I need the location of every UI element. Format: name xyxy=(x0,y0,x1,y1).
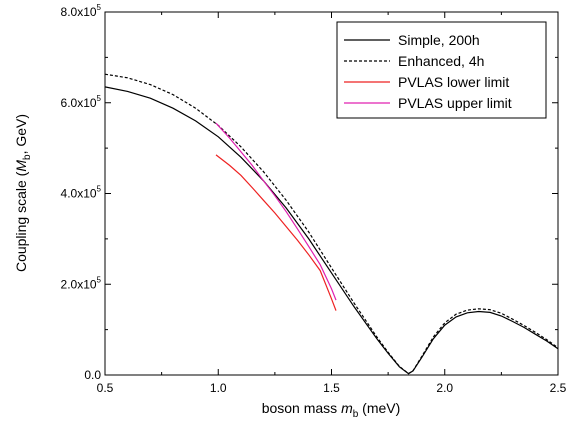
series-lines xyxy=(104,73,559,375)
y-tick-label: 8.0x105 xyxy=(61,3,102,19)
y-axis-label-prefix: Coupling scale ( xyxy=(13,171,29,272)
axis-ticks: 0.5 1.0 1.5 2.0 2.50.02.0x1054.0x1056.0x1058… xyxy=(61,3,567,395)
legend-label: Enhanced, 4h xyxy=(398,53,484,69)
x-axis-label-var: m xyxy=(341,400,353,416)
y-tick-label-exponent: 5 xyxy=(97,3,102,12)
series-line-1 xyxy=(104,86,559,375)
legend-label: PVLAS upper limit xyxy=(398,95,512,111)
series-line-2 xyxy=(104,73,559,375)
x-tick-label: 2.0 xyxy=(436,381,453,395)
legend-box xyxy=(336,21,547,119)
y-tick-label: 4.0x105 xyxy=(61,185,102,201)
x-axis-label-prefix: boson mass xyxy=(262,400,341,416)
y-axis-label: Coupling scale (Mb, GeV) xyxy=(13,114,33,272)
series-line-3 xyxy=(215,154,337,311)
x-tick-label: 1.0 xyxy=(210,381,227,395)
y-tick-label-exponent: 5 xyxy=(97,94,102,103)
y-tick-label-exponent: 5 xyxy=(97,185,102,194)
y-axis-label-var: M xyxy=(13,160,29,172)
y-tick-label-base: 6.0x10 xyxy=(61,96,97,110)
x-axis-label-suffix: (meV) xyxy=(358,400,400,416)
y-tick-label-exponent: 5 xyxy=(97,275,102,284)
x-tick-label: 0.5 xyxy=(97,381,114,395)
x-tick-label: 1.5 xyxy=(323,381,340,395)
y-tick-label-base: 8.0x10 xyxy=(61,5,97,19)
x-axis-label: boson mass mb (meV) xyxy=(262,400,401,420)
y-tick-label-base: 0.0 xyxy=(84,368,101,382)
y-tick-label-base: 2.0x10 xyxy=(61,277,97,291)
y-axis-label-sub: b xyxy=(22,154,33,160)
y-tick-label: 0.0 xyxy=(84,368,101,382)
y-tick-label: 6.0x105 xyxy=(61,94,102,110)
legend: Simple, 200h Enhanced, 4h PVLAS lower limi… xyxy=(336,21,547,119)
y-tick-label-base: 4.0x10 xyxy=(61,187,97,201)
legend-label: Simple, 200h xyxy=(398,32,480,48)
series-line-4 xyxy=(215,122,337,301)
y-axis-label-suffix: , GeV) xyxy=(13,114,29,154)
x-axis-label-sub: b xyxy=(353,409,359,420)
y-tick-label: 2.0x105 xyxy=(61,275,102,291)
legend-label: PVLAS lower limit xyxy=(398,74,509,90)
x-tick-label: 2.5 xyxy=(550,381,567,395)
